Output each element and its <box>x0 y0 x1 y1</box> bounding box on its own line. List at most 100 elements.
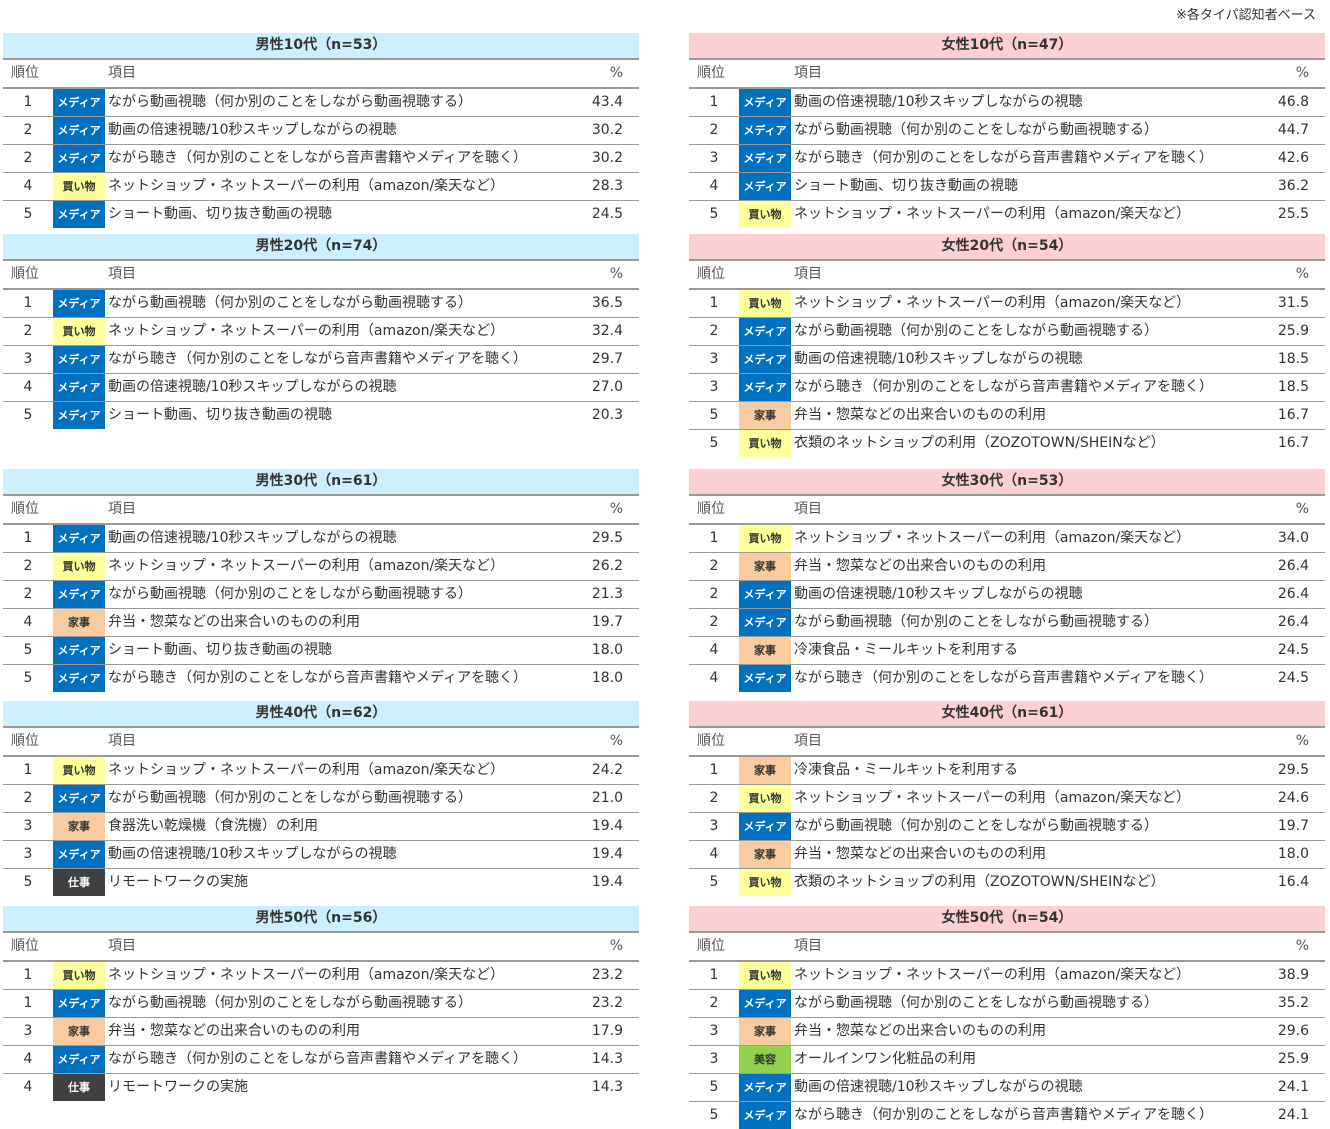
percent-cell: 24.6 <box>1277 790 1309 806</box>
percent-cell: 18.0 <box>591 642 623 658</box>
item-cell: ながら聴き（何か別のことをしながら音声書籍やメディアを聴く） <box>108 670 528 686</box>
percent-header: % <box>1295 938 1309 954</box>
category-badge: 家事 <box>739 757 791 784</box>
item-cell: ながら聴き（何か別のことをしながら音声書籍やメディアを聴く） <box>794 379 1214 395</box>
percent-cell: 19.7 <box>1277 818 1309 834</box>
rank-cell: 1 <box>23 967 33 983</box>
rank-cell: 5 <box>709 1107 719 1123</box>
rank-cell: 5 <box>23 407 33 423</box>
table-row: 1 買い物 ネットショップ・ネットスーパーの利用（amazon/楽天など） 34.0 <box>689 525 1325 553</box>
item-cell: 動画の倍速視聴/10秒スキップしながらの視聴 <box>108 379 397 395</box>
category-badge: 家事 <box>53 609 105 636</box>
percent-cell: 25.9 <box>1277 1051 1309 1067</box>
category-badge: メディア <box>53 89 105 116</box>
percent-cell: 19.4 <box>591 846 623 862</box>
item-cell: ながら動画視聴（何か別のことをしながら動画視聴する） <box>108 790 472 806</box>
column-header: 順位 項目% <box>689 261 1325 290</box>
percent-cell: 32.4 <box>591 323 623 339</box>
rank-cell: 3 <box>23 351 33 367</box>
table-row: 2 買い物 ネットショップ・ネットスーパーの利用（amazon/楽天など） 26.2 <box>3 553 639 581</box>
table-row: 3 家事 弁当・惣菜などの出来合いのものの利用 17.9 <box>3 1018 639 1046</box>
rank-cell: 3 <box>709 818 719 834</box>
rank-cell: 1 <box>23 762 33 778</box>
item-cell: ショート動画、切り抜き動画の視聴 <box>108 642 332 658</box>
table-row: 3 家事 弁当・惣菜などの出来合いのものの利用 29.6 <box>689 1018 1325 1046</box>
category-badge: メディア <box>739 117 791 144</box>
table-row: 2 メディア ながら動画視聴（何か別のことをしながら動画視聴する） 26.4 <box>689 609 1325 637</box>
ranking-table: 女性10代（n=47） 順位 項目% 1 メディア 動画の倍速視聴/10秒スキップしながら… <box>689 33 1325 228</box>
table-row: 4 仕事 リモートワークの実施 14.3 <box>3 1074 639 1101</box>
percent-cell: 35.2 <box>1277 995 1309 1011</box>
item-cell: 動画の倍速視聴/10秒スキップしながらの視聴 <box>108 122 397 138</box>
table-row: 1 メディア ながら動画視聴（何か別のことをしながら動画視聴する） 43.4 <box>3 89 639 117</box>
item-header: 項目 <box>108 65 136 81</box>
rank-cell: 5 <box>23 642 33 658</box>
percent-header: % <box>1295 266 1309 282</box>
rank-cell: 2 <box>23 558 33 574</box>
category-badge: メディア <box>739 609 791 636</box>
category-badge: 買い物 <box>739 785 791 812</box>
category-header <box>53 261 105 288</box>
table-row: 2 買い物 ネットショップ・ネットスーパーの利用（amazon/楽天など） 32.4 <box>3 318 639 346</box>
category-badge: メディア <box>739 990 791 1017</box>
item-header: 項目 <box>108 501 136 517</box>
table-row: 4 メディア ながら聴き（何か別のことをしながら音声書籍やメディアを聴く） 24.5 <box>689 665 1325 692</box>
table-title: 男性50代（n=56） <box>3 906 639 933</box>
table-row: 3 美容 オールインワン化粧品の利用 25.9 <box>689 1046 1325 1074</box>
percent-cell: 16.7 <box>1277 407 1309 423</box>
percent-cell: 24.5 <box>1277 642 1309 658</box>
rank-cell: 4 <box>23 1079 33 1095</box>
item-cell: ながら動画視聴（何か別のことをしながら動画視聴する） <box>794 614 1158 630</box>
category-badge: メディア <box>739 1074 791 1101</box>
rank-cell: 1 <box>709 762 719 778</box>
table-row: 4 買い物 ネットショップ・ネットスーパーの利用（amazon/楽天など） 28.3 <box>3 173 639 201</box>
table-row: 5 メディア ショート動画、切り抜き動画の視聴 20.3 <box>3 402 639 429</box>
category-badge: 買い物 <box>53 962 105 989</box>
item-header: 項目 <box>794 733 822 749</box>
percent-cell: 30.2 <box>591 122 623 138</box>
item-cell: ながら聴き（何か別のことをしながら音声書籍やメディアを聴く） <box>794 1107 1214 1123</box>
item-cell: 動画の倍速視聴/10秒スキップしながらの視聴 <box>108 530 397 546</box>
rank-cell: 4 <box>23 379 33 395</box>
item-cell: 動画の倍速視聴/10秒スキップしながらの視聴 <box>794 94 1083 110</box>
rank-cell: 4 <box>23 1051 33 1067</box>
percent-cell: 31.5 <box>1277 295 1309 311</box>
rank-cell: 5 <box>23 874 33 890</box>
rank-header: 順位 <box>697 65 725 81</box>
rank-cell: 3 <box>709 150 719 166</box>
category-header <box>739 728 791 755</box>
percent-cell: 38.9 <box>1277 967 1309 983</box>
item-cell: ネットショップ・ネットスーパーの利用（amazon/楽天など） <box>794 295 1191 311</box>
item-cell: ネットショップ・ネットスーパーの利用（amazon/楽天など） <box>794 206 1191 222</box>
percent-header: % <box>1295 733 1309 749</box>
table-row: 2 メディア ながら動画視聴（何か別のことをしながら動画視聴する） 21.3 <box>3 581 639 609</box>
item-cell: ながら動画視聴（何か別のことをしながら動画視聴する） <box>108 995 472 1011</box>
category-badge: メディア <box>53 1046 105 1073</box>
rank-cell: 2 <box>23 790 33 806</box>
percent-cell: 19.7 <box>591 614 623 630</box>
item-cell: ながら動画視聴（何か別のことをしながら動画視聴する） <box>794 122 1158 138</box>
rank-header: 順位 <box>697 733 725 749</box>
table-row: 2 メディア 動画の倍速視聴/10秒スキップしながらの視聴 26.4 <box>689 581 1325 609</box>
percent-cell: 17.9 <box>591 1023 623 1039</box>
ranking-table: 男性10代（n=53） 順位 項目% 1 メディア ながら動画視聴（何か別のことをしながら… <box>3 33 639 228</box>
rank-cell: 3 <box>709 1023 719 1039</box>
item-cell: オールインワン化粧品の利用 <box>794 1051 976 1067</box>
item-cell: 弁当・惣菜などの出来合いのものの利用 <box>108 1023 360 1039</box>
table-body: 1 買い物 ネットショップ・ネットスーパーの利用（amazon/楽天など） 38.9 2… <box>689 962 1325 1129</box>
table-row: 3 メディア 動画の倍速視聴/10秒スキップしながらの視聴 18.5 <box>689 346 1325 374</box>
column-header: 順位 項目% <box>3 496 639 525</box>
column-header: 順位 項目% <box>3 728 639 757</box>
category-badge: メディア <box>53 665 105 692</box>
rank-header: 順位 <box>11 938 39 954</box>
table-row: 4 家事 冷凍食品・ミールキットを利用する 24.5 <box>689 637 1325 665</box>
category-badge: 家事 <box>739 841 791 868</box>
rank-cell: 1 <box>709 94 719 110</box>
rank-cell: 2 <box>23 150 33 166</box>
table-row: 2 家事 弁当・惣菜などの出来合いのものの利用 26.4 <box>689 553 1325 581</box>
item-cell: 冷凍食品・ミールキットを利用する <box>794 762 1018 778</box>
category-header <box>739 261 791 288</box>
table-title: 女性40代（n=61） <box>689 701 1325 728</box>
rank-cell: 2 <box>709 323 719 339</box>
item-header: 項目 <box>794 938 822 954</box>
